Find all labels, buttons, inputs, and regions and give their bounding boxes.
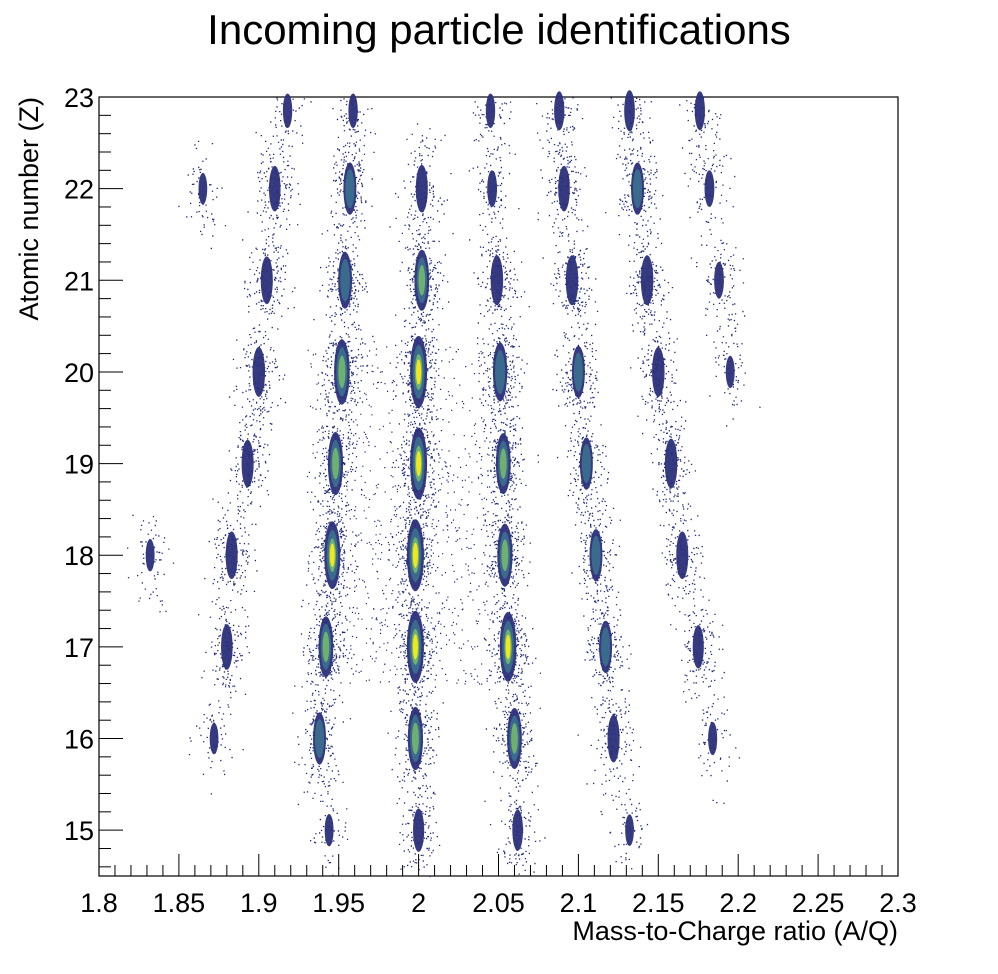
y-tick-label: 17 <box>64 633 94 663</box>
cluster-mark <box>343 162 357 215</box>
cluster-mark <box>692 625 704 669</box>
x-tick-label: 2.2 <box>719 888 757 918</box>
cluster-mark <box>725 355 735 389</box>
cluster-mark <box>579 437 593 490</box>
cluster-mark <box>631 162 645 215</box>
cluster-mark <box>414 249 430 311</box>
cluster-mark <box>704 170 715 208</box>
cluster-mark <box>198 172 208 205</box>
cluster-mark <box>406 519 424 592</box>
x-tick-label: 1.9 <box>240 888 278 918</box>
cluster-mark <box>221 624 233 670</box>
cluster-mark <box>492 342 508 402</box>
cluster-mark <box>664 438 678 489</box>
cluster-mark <box>324 521 341 590</box>
x-tick-label: 1.8 <box>80 888 118 918</box>
x-tick-label: 2 <box>411 888 426 918</box>
x-tick-label: 2.1 <box>560 888 598 918</box>
y-tick-label: 23 <box>64 83 94 113</box>
y-axis-label: Atomic number (Z) <box>14 97 44 321</box>
cluster-mark <box>318 616 334 678</box>
cluster-mark <box>558 165 570 212</box>
cluster-mark <box>676 531 689 580</box>
cluster-mark <box>495 433 511 495</box>
cluster-mark <box>410 427 428 500</box>
y-tick-label: 18 <box>64 541 94 571</box>
y-tick-label: 21 <box>64 266 94 296</box>
cluster-mark <box>708 721 718 756</box>
cluster-mark <box>571 345 585 399</box>
cluster-mark <box>327 431 344 496</box>
cluster-mark <box>334 339 350 405</box>
cluster-mark <box>490 255 504 306</box>
cluster-mark <box>565 255 579 306</box>
y-tick-label: 22 <box>64 175 94 205</box>
cluster-mark <box>241 439 254 488</box>
cluster-mark <box>252 346 266 397</box>
axes-layer: 1.8 1.85 1.9 1.95 2 2.05 2.1 2.15 2.2 2.25 2.3 15 16… <box>64 83 917 918</box>
cluster-mark <box>507 708 522 770</box>
x-tick-label: 2.25 <box>792 888 845 918</box>
cluster-mark <box>694 91 705 131</box>
cluster-mark <box>625 814 634 846</box>
cluster-mark <box>499 611 517 682</box>
cluster-mark <box>554 91 565 131</box>
cluster-mark <box>589 529 603 582</box>
cluster-mark <box>313 712 326 765</box>
y-tick-label: 16 <box>64 725 94 755</box>
y-tick-label: 20 <box>64 358 94 388</box>
cluster-mark <box>512 809 524 851</box>
cluster-mark <box>282 93 293 129</box>
chart-title: Incoming particle identifications <box>207 6 791 53</box>
cluster-layer <box>145 90 735 852</box>
cluster-mark <box>348 93 358 129</box>
cluster-mark <box>209 722 219 755</box>
cluster-mark <box>599 620 613 673</box>
x-tick-label: 2.3 <box>879 888 917 918</box>
cluster-mark <box>485 93 496 129</box>
cluster-mark <box>415 164 428 213</box>
y-tick-label: 19 <box>64 450 94 480</box>
x-tick-label: 1.95 <box>312 888 365 918</box>
cluster-mark <box>714 261 724 299</box>
cluster-mark <box>407 706 424 771</box>
y-tick-label: 15 <box>64 816 94 846</box>
cluster-mark <box>410 335 428 408</box>
cluster-mark <box>624 90 635 132</box>
cluster-mark <box>145 539 155 572</box>
x-tick-label: 1.85 <box>153 888 206 918</box>
cluster-mark <box>413 808 425 852</box>
cluster-mark <box>640 255 654 306</box>
cluster-mark <box>324 813 334 847</box>
cluster-mark <box>607 714 620 763</box>
cluster-mark <box>225 531 238 580</box>
x-tick-label: 2.05 <box>472 888 525 918</box>
cluster-mark <box>268 165 281 212</box>
cluster-mark <box>260 256 273 305</box>
x-tick-label: 2.15 <box>632 888 685 918</box>
x-axis-label: Mass-to-Charge ratio (A/Q) <box>572 916 898 946</box>
cluster-mark <box>497 523 513 587</box>
cluster-mark <box>338 251 353 309</box>
cluster-mark <box>487 170 498 208</box>
cluster-mark <box>406 610 424 683</box>
cluster-mark <box>652 346 665 397</box>
